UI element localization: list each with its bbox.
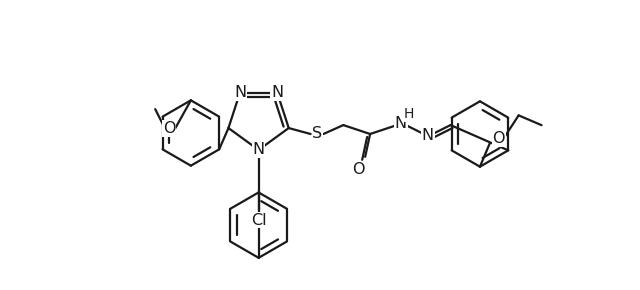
Text: O: O bbox=[493, 131, 505, 146]
Text: Cl: Cl bbox=[251, 213, 266, 228]
Text: S: S bbox=[312, 126, 323, 142]
Text: N: N bbox=[422, 128, 434, 144]
Text: O: O bbox=[352, 162, 365, 177]
Text: N: N bbox=[395, 116, 407, 130]
Text: N: N bbox=[271, 85, 284, 100]
Text: H: H bbox=[404, 107, 414, 121]
Text: O: O bbox=[163, 121, 175, 136]
Text: N: N bbox=[253, 142, 265, 157]
Text: N: N bbox=[234, 85, 246, 100]
